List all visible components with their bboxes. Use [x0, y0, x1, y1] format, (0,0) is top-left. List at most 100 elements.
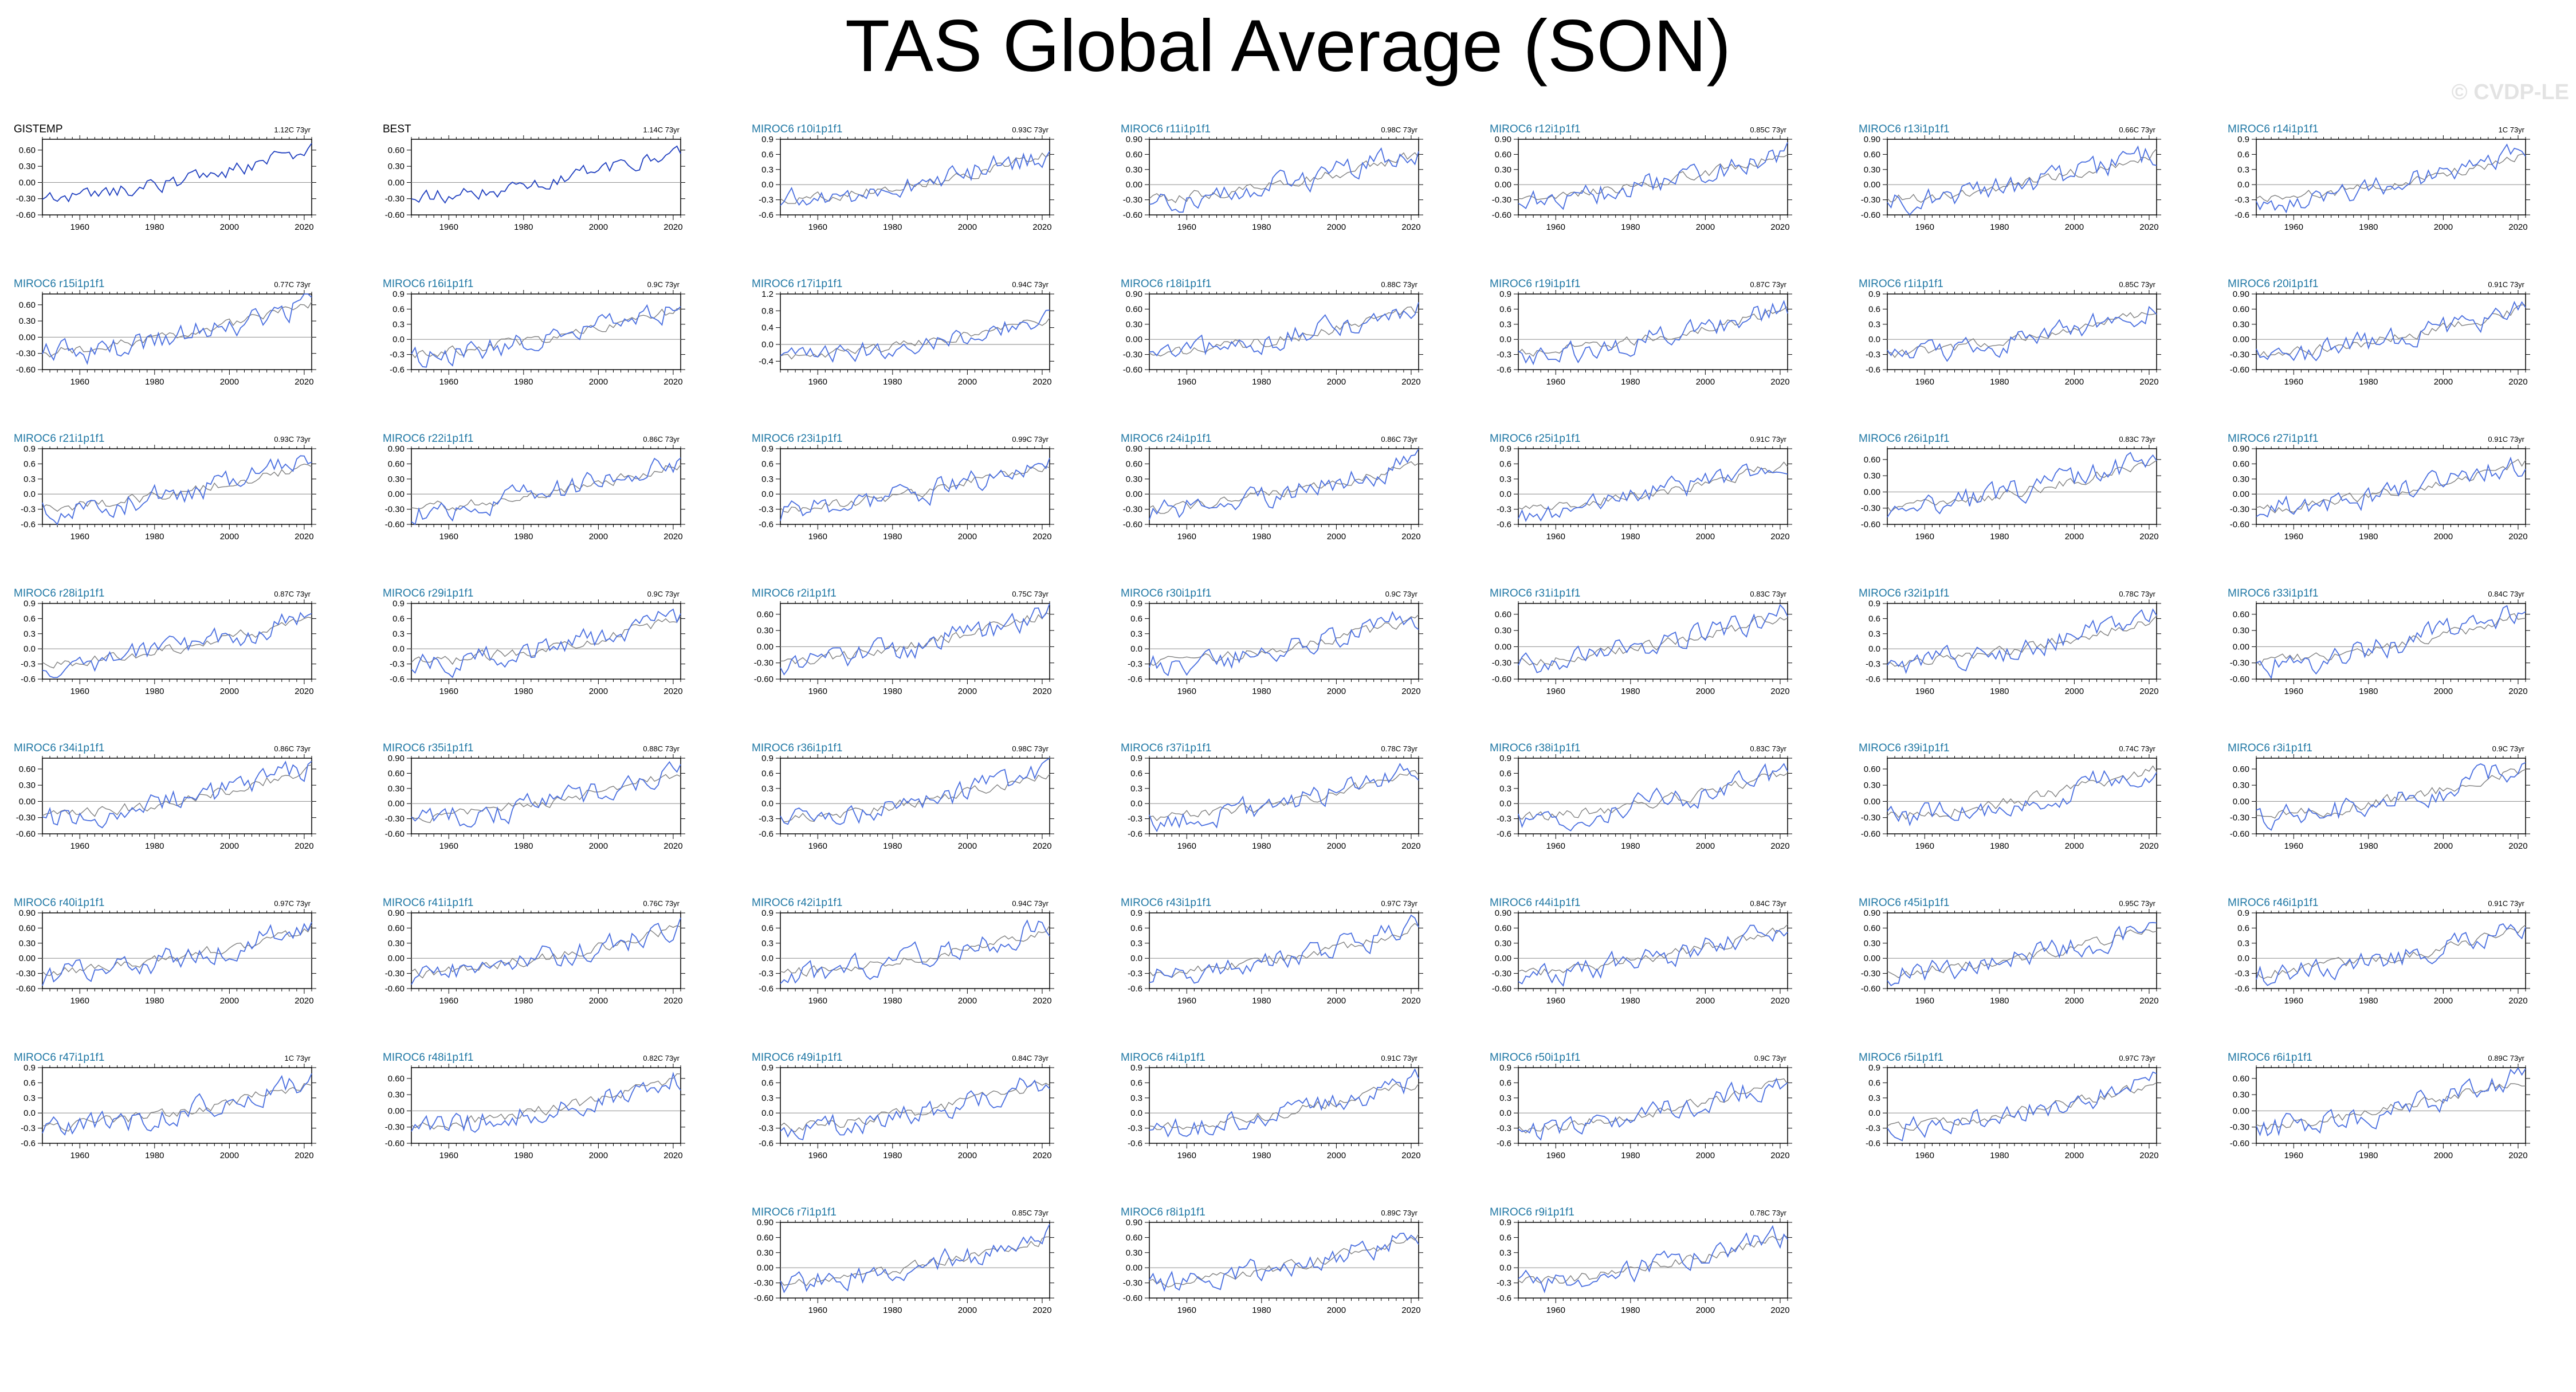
panel-title: MIROC6 r34i1p1f1: [14, 742, 105, 754]
x-tick-label: 2020: [1770, 377, 1789, 387]
x-tick-label: 1960: [70, 377, 89, 387]
panel-title: MIROC6 r31i1p1f1: [1490, 587, 1581, 599]
x-tick-label: 1960: [70, 222, 89, 232]
x-tick-label: 1980: [883, 377, 902, 387]
y-tick-label: -0.6: [1128, 675, 1142, 684]
y-tick-label: 0.6: [1130, 768, 1142, 778]
x-tick-label: 1960: [1915, 1151, 1934, 1160]
plot-frame: [1149, 603, 1419, 680]
panel-plot: 1960 1980 2000 2020 0.9 0.6 0.3 0.0 -0.3 -0.6: [390, 289, 685, 387]
y-tick-label: 0.90: [19, 908, 36, 918]
y-tick-label: 0.3: [23, 629, 36, 639]
panel-trend-label: 0.84C 73yr: [1750, 899, 1786, 908]
chart-panel: MIROC6 r16i1p1f1 0.9C 73yr 1960 1980 2000 202…: [376, 278, 691, 387]
chart-panel: MIROC6 r11i1p1f1 0.98C 73yr 1960 1980 2000 20…: [1114, 123, 1429, 232]
member-series-line: [1887, 608, 2157, 675]
chart-panel: MIROC6 r24i1p1f1 0.86C 73yr 1960 1980 2000 20…: [1114, 433, 1429, 542]
panel-title: MIROC6 r46i1p1f1: [2228, 897, 2319, 909]
y-tick-label: 0.3: [2237, 165, 2249, 175]
panel-plot: 1960 1980 2000 2020 0.9 0.6 0.3 0.0 -0.3 -0.6: [1128, 754, 1423, 851]
y-tick-label: -0.60: [385, 210, 405, 220]
y-tick-label: 0.6: [1130, 614, 1142, 624]
x-tick-label: 2020: [1770, 222, 1789, 232]
x-tick-label: 1960: [2284, 377, 2303, 387]
y-tick-label: -0.30: [1123, 195, 1142, 205]
y-tick-label: 1.2: [761, 289, 773, 299]
plot-frame: [1149, 139, 1419, 215]
y-tick-label: 0.90: [2233, 444, 2249, 454]
x-tick-label: 2020: [2508, 377, 2527, 387]
chart-panel: MIROC6 r14i1p1f1 1C 73yr 1960 1980 2000 2020 0…: [2221, 123, 2536, 232]
panel-title: MIROC6 r5i1p1f1: [1859, 1052, 1943, 1064]
x-tick-label: 1960: [808, 841, 827, 851]
panel-title: BEST: [383, 123, 411, 135]
member-series-line: [2256, 456, 2526, 518]
y-tick-label: 0.3: [1130, 629, 1142, 639]
chart-panel: MIROC6 r4i1p1f1 0.91C 73yr 1960 1980 2000 202…: [1114, 1052, 1429, 1160]
x-tick-label: 2000: [1327, 532, 1346, 542]
ensemble-mean-line: [780, 152, 1050, 204]
y-tick-label: 0.9: [1499, 754, 1511, 763]
x-tick-label: 1960: [1546, 687, 1565, 696]
x-tick-label: 1980: [1252, 1151, 1271, 1160]
panel-title: MIROC6 r16i1p1f1: [383, 278, 474, 290]
ensemble-mean-line: [42, 464, 312, 512]
panel-trend-label: 0.9C 73yr: [2492, 744, 2524, 753]
chart-panel: MIROC6 r15i1p1f1 0.77C 73yr 1960 1980 2000 20…: [7, 278, 322, 387]
ensemble-mean-line: [1149, 923, 1419, 978]
panel-title: MIROC6 r39i1p1f1: [1859, 742, 1950, 754]
x-tick-label: 1980: [1990, 222, 2009, 232]
member-series-line: [780, 758, 1050, 825]
x-tick-label: 1960: [1546, 996, 1565, 1006]
panel-title: MIROC6 r29i1p1f1: [383, 587, 474, 599]
member-series-line: [1149, 611, 1419, 677]
y-tick-label: -0.3: [21, 1124, 36, 1134]
panel-trend-label: 0.86C 73yr: [643, 435, 680, 444]
panel-trend-label: 0.93C 73yr: [1012, 126, 1049, 134]
plot-frame: [42, 912, 312, 989]
member-series-line: [1518, 463, 1788, 522]
x-tick-label: 2000: [589, 1151, 608, 1160]
panel-plot: 1960 1980 2000 2020 0.9 0.6 0.3 0.0 -0.3 -0.6: [2235, 908, 2530, 1006]
y-tick-label: 0.0: [1499, 1108, 1511, 1118]
y-tick-label: 0.0: [392, 335, 405, 344]
y-tick-label: 0.0: [761, 180, 773, 190]
y-tick-label: -0.6: [1866, 675, 1880, 684]
y-tick-label: -0.30: [385, 1123, 405, 1132]
y-tick-label: -0.6: [1497, 1139, 1511, 1148]
x-tick-label: 2000: [1327, 996, 1346, 1006]
member-series-line: [2256, 300, 2526, 362]
watermark: © CVDP-LE: [2451, 80, 2569, 104]
plot-frame: [780, 139, 1050, 215]
y-tick-label: 0.3: [1130, 1093, 1142, 1103]
x-tick-label: 1960: [1546, 222, 1565, 232]
y-tick-label: -0.30: [1123, 505, 1142, 515]
panel-plot: 1960 1980 2000 2020 0.9 0.6 0.3 0.0 -0.3 -0.6: [759, 754, 1054, 851]
x-tick-label: 2000: [589, 996, 608, 1006]
y-tick-label: 0.0: [2237, 180, 2249, 190]
x-tick-label: 1960: [2284, 532, 2303, 542]
panel-trend-label: 0.97C 73yr: [2119, 1054, 2155, 1062]
x-tick-label: 1980: [145, 996, 164, 1006]
y-tick-label: 0.30: [2233, 475, 2249, 484]
chart-panel: MIROC6 r21i1p1f1 0.93C 73yr 1960 1980 2000 20…: [7, 433, 322, 542]
y-tick-label: -0.60: [16, 365, 36, 375]
x-tick-label: 2000: [220, 687, 239, 696]
panel-trend-label: 0.99C 73yr: [1012, 435, 1049, 444]
x-tick-label: 2000: [1327, 687, 1346, 696]
panel-trend-label: 0.9C 73yr: [647, 590, 680, 598]
x-tick-label: 2000: [1327, 377, 1346, 387]
x-tick-label: 2020: [2508, 222, 2527, 232]
y-tick-label: 0.60: [2233, 610, 2249, 619]
panel-title: MIROC6 r15i1p1f1: [14, 278, 105, 290]
panel-plot: 1960 1980 2000 2020 0.9 0.6 0.3 0.0 -0.3 -0.6: [1866, 1063, 2161, 1160]
y-tick-label: 0.3: [392, 629, 405, 639]
x-tick-label: 1980: [514, 377, 533, 387]
plot-frame: [1149, 293, 1419, 370]
panel-trend-label: 0.86C 73yr: [274, 744, 311, 753]
x-tick-label: 1980: [1252, 377, 1271, 387]
y-tick-label: -0.6: [1497, 520, 1511, 530]
x-tick-label: 1980: [1990, 841, 2009, 851]
x-tick-label: 1980: [1621, 996, 1640, 1006]
